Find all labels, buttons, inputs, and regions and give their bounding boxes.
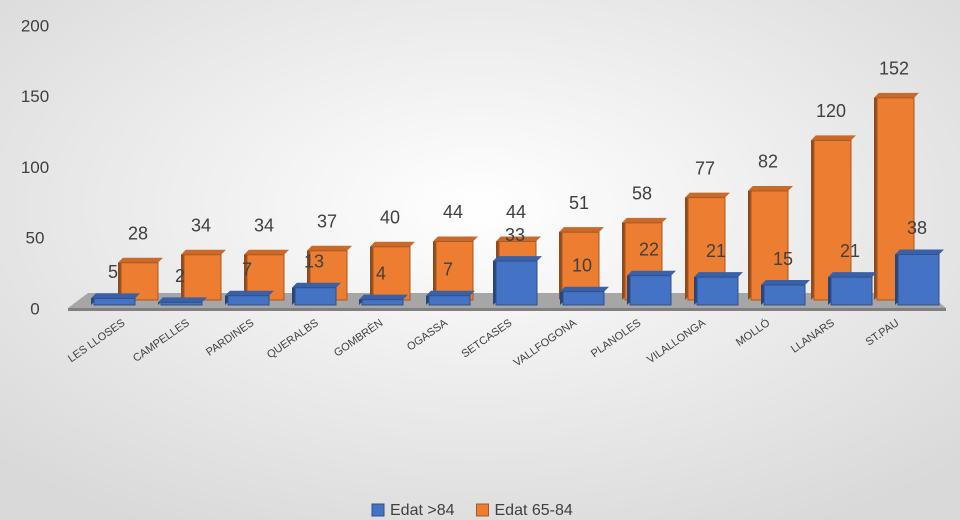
bar [433, 236, 478, 301]
bar-top [307, 245, 352, 251]
bar [694, 272, 743, 306]
bar-top [292, 282, 341, 288]
floor-edge [68, 308, 946, 311]
bar-front [183, 254, 222, 301]
y-tick-label: 200 [21, 16, 49, 35]
bar [158, 297, 207, 306]
legend-swatch [476, 503, 489, 517]
data-label: 21 [840, 241, 860, 261]
bar-top [895, 249, 944, 255]
data-label: 2 [175, 266, 185, 286]
data-label: 7 [443, 259, 453, 279]
data-label: 120 [816, 101, 846, 121]
y-tick-label: 150 [21, 87, 49, 106]
bar [225, 290, 274, 306]
bar-top [225, 290, 274, 296]
bar-top [91, 293, 140, 299]
bar-top [158, 297, 207, 303]
bar-front [160, 301, 203, 306]
bar-front [830, 276, 873, 306]
data-label: 38 [907, 218, 927, 238]
bar-top [685, 192, 730, 198]
data-label: 58 [632, 184, 652, 204]
data-label: 28 [128, 224, 148, 244]
bar-front [629, 275, 672, 306]
bar-front [696, 276, 739, 306]
bar [181, 249, 226, 301]
bar-front [763, 284, 806, 306]
data-label: 82 [758, 152, 778, 172]
bar [426, 290, 475, 306]
bar [895, 249, 944, 306]
data-label: 77 [695, 158, 715, 178]
legend-label: Edat >84 [390, 502, 455, 519]
data-label: 51 [569, 193, 589, 213]
data-label: 15 [773, 249, 793, 269]
data-label: 34 [191, 216, 211, 236]
bar-top [359, 294, 408, 300]
data-label: 34 [254, 216, 274, 236]
bar-front [372, 246, 411, 301]
data-label: 7 [242, 259, 252, 279]
data-label: 22 [639, 239, 659, 259]
bar [370, 241, 415, 301]
bar [627, 270, 676, 306]
bar-front [93, 297, 136, 306]
bar-front [495, 260, 538, 306]
bar-top [244, 249, 289, 255]
bar [761, 280, 810, 306]
bar-top [433, 236, 478, 242]
bar-front [294, 287, 337, 306]
data-label: 10 [572, 255, 592, 275]
data-label: 152 [879, 59, 909, 79]
bar-top [828, 272, 877, 278]
bar-top [874, 92, 919, 98]
bar-top [181, 249, 226, 255]
data-label: 33 [505, 225, 525, 245]
bar [560, 286, 609, 306]
bar-top [560, 286, 609, 292]
y-tick-label: 0 [30, 299, 39, 318]
bar-top [559, 227, 604, 233]
y-tick-label: 100 [21, 158, 49, 177]
bar-top [622, 217, 667, 223]
data-label: 44 [506, 202, 526, 222]
bar [292, 282, 341, 306]
bar-top [493, 256, 542, 262]
bar-top [811, 135, 856, 141]
bar-front [227, 295, 270, 306]
bar-top [370, 241, 415, 247]
bar-top [694, 272, 743, 278]
bar-front [562, 291, 605, 306]
data-label: 37 [317, 212, 337, 232]
data-label: 40 [380, 208, 400, 228]
data-label: 4 [376, 263, 386, 283]
bar-front [897, 253, 940, 306]
bar-top [748, 185, 793, 191]
bar-front [435, 240, 474, 301]
bar-top [496, 236, 541, 242]
bar-top [118, 257, 163, 263]
bar [493, 256, 542, 306]
bar [828, 272, 877, 306]
bar [91, 293, 140, 306]
data-label: 21 [706, 241, 726, 261]
legend-label: Edat 65-84 [495, 502, 573, 519]
data-label: 44 [443, 202, 463, 222]
bar-top [627, 270, 676, 276]
bar-top [426, 290, 475, 296]
bar [359, 294, 408, 306]
bar-front [428, 295, 471, 306]
legend-swatch [371, 503, 385, 517]
data-label: 5 [108, 262, 118, 282]
bar-top [761, 280, 810, 286]
bar-front [361, 299, 404, 306]
y-tick-label: 50 [26, 229, 45, 248]
data-label: 13 [304, 251, 324, 271]
